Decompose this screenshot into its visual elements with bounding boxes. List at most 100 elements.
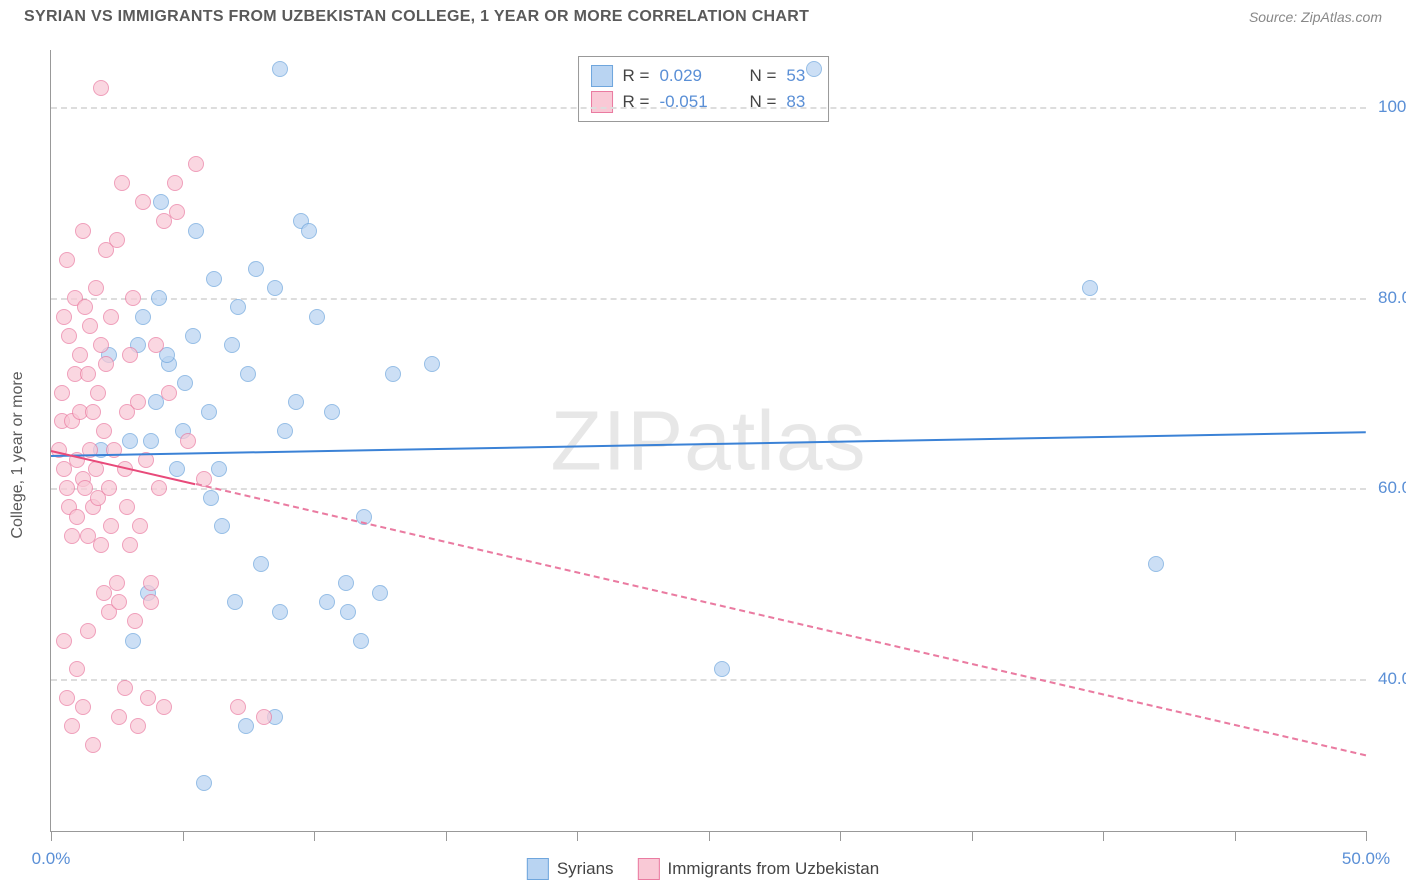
data-point: [424, 356, 440, 372]
data-point: [372, 585, 388, 601]
y-tick-label: 80.0%: [1370, 288, 1406, 308]
gridline: [51, 488, 1366, 490]
data-point: [114, 175, 130, 191]
data-point: [161, 385, 177, 401]
data-point: [85, 737, 101, 753]
data-point: [135, 309, 151, 325]
data-point: [185, 328, 201, 344]
data-point: [227, 594, 243, 610]
x-tick: [314, 831, 315, 841]
data-point: [127, 613, 143, 629]
data-point: [61, 328, 77, 344]
data-point: [59, 690, 75, 706]
data-point: [82, 318, 98, 334]
legend-item: Immigrants from Uzbekistan: [638, 858, 880, 880]
data-point: [119, 499, 135, 515]
data-point: [69, 509, 85, 525]
data-point: [248, 261, 264, 277]
data-point: [169, 461, 185, 477]
x-tick-label: 50.0%: [1342, 849, 1390, 869]
data-point: [188, 156, 204, 172]
data-point: [151, 290, 167, 306]
data-point: [151, 480, 167, 496]
data-point: [132, 518, 148, 534]
x-tick: [1366, 831, 1367, 841]
data-point: [109, 232, 125, 248]
data-point: [267, 280, 283, 296]
data-point: [153, 194, 169, 210]
legend-item: Syrians: [527, 858, 614, 880]
trend-line: [195, 483, 1366, 756]
data-point: [85, 404, 101, 420]
data-point: [180, 433, 196, 449]
data-point: [80, 366, 96, 382]
data-point: [353, 633, 369, 649]
data-point: [385, 366, 401, 382]
data-point: [96, 423, 112, 439]
data-point: [59, 480, 75, 496]
watermark-part1: ZIP: [550, 393, 684, 487]
data-point: [324, 404, 340, 420]
x-tick: [1235, 831, 1236, 841]
data-point: [103, 309, 119, 325]
data-point: [319, 594, 335, 610]
data-point: [140, 690, 156, 706]
stats-legend: R =0.029N =53R =-0.051N =83: [578, 56, 830, 122]
x-tick: [446, 831, 447, 841]
data-point: [211, 461, 227, 477]
data-point: [177, 375, 193, 391]
stats-legend-row: R =-0.051N =83: [591, 89, 817, 115]
data-point: [56, 309, 72, 325]
source-attribution: Source: ZipAtlas.com: [1249, 9, 1382, 25]
stats-legend-row: R =0.029N =53: [591, 63, 817, 89]
data-point: [59, 252, 75, 268]
y-axis-label: College, 1 year or more: [9, 371, 27, 538]
legend-swatch: [638, 858, 660, 880]
data-point: [56, 633, 72, 649]
x-tick: [709, 831, 710, 841]
data-point: [206, 271, 222, 287]
data-point: [103, 518, 119, 534]
data-point: [64, 718, 80, 734]
legend-label: Syrians: [557, 859, 614, 879]
data-point: [122, 347, 138, 363]
data-point: [93, 537, 109, 553]
data-point: [54, 385, 70, 401]
data-point: [338, 575, 354, 591]
y-tick-label: 60.0%: [1370, 478, 1406, 498]
data-point: [301, 223, 317, 239]
data-point: [277, 423, 293, 439]
data-point: [169, 204, 185, 220]
stat-n-label: N =: [749, 66, 776, 86]
data-point: [224, 337, 240, 353]
data-point: [230, 699, 246, 715]
data-point: [69, 661, 85, 677]
data-point: [143, 594, 159, 610]
data-point: [148, 337, 164, 353]
gridline: [51, 107, 1366, 109]
legend-label: Immigrants from Uzbekistan: [668, 859, 880, 879]
trend-line: [51, 431, 1366, 457]
legend-swatch: [591, 91, 613, 113]
data-point: [238, 718, 254, 734]
data-point: [167, 175, 183, 191]
data-point: [230, 299, 246, 315]
data-point: [1082, 280, 1098, 296]
data-point: [93, 337, 109, 353]
data-point: [196, 775, 212, 791]
gridline: [51, 298, 1366, 300]
x-tick-label: 0.0%: [32, 849, 71, 869]
y-tick-label: 40.0%: [1370, 669, 1406, 689]
data-point: [309, 309, 325, 325]
scatter-plot-area: ZIPatlas R =0.029N =53R =-0.051N =83 40.…: [50, 50, 1366, 832]
stat-r-value: 0.029: [659, 66, 739, 86]
chart-title: SYRIAN VS IMMIGRANTS FROM UZBEKISTAN COL…: [24, 8, 809, 26]
data-point: [93, 80, 109, 96]
data-point: [90, 385, 106, 401]
data-point: [130, 718, 146, 734]
x-tick: [51, 831, 52, 841]
data-point: [64, 528, 80, 544]
data-point: [98, 356, 114, 372]
data-point: [143, 575, 159, 591]
series-legend: Syrians Immigrants from Uzbekistan: [527, 858, 879, 880]
